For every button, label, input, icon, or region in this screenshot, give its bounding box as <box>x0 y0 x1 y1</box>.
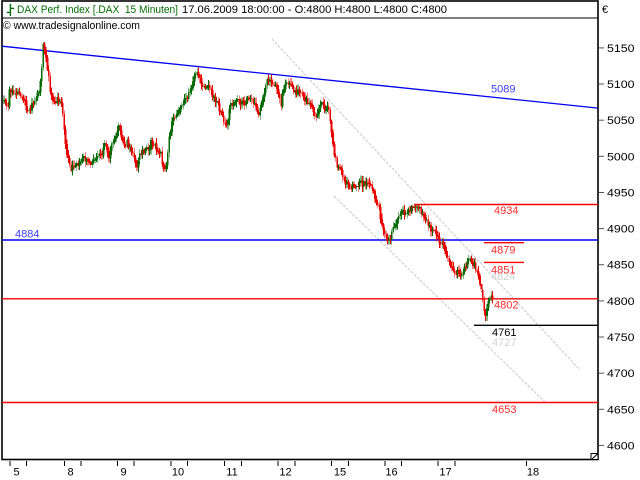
svg-text:18: 18 <box>527 467 539 479</box>
svg-text:8: 8 <box>67 467 73 479</box>
svg-text:5089: 5089 <box>491 84 515 96</box>
svg-text:4884: 4884 <box>15 229 39 241</box>
svg-text:DAX Perf. Index [.DAX 15 Minu: DAX Perf. Index [.DAX 15 Minuten] <box>17 4 178 16</box>
svg-text:4950: 4950 <box>607 188 635 200</box>
svg-text:4727: 4727 <box>492 337 516 349</box>
svg-text:© www.tradesignalonline.com: © www.tradesignalonline.com <box>3 20 140 32</box>
svg-text:4879: 4879 <box>491 245 515 257</box>
svg-text:17: 17 <box>439 467 451 479</box>
svg-text:4761: 4761 <box>492 327 516 339</box>
svg-text:4824: 4824 <box>491 271 515 283</box>
svg-text:4802: 4802 <box>494 300 518 312</box>
svg-text:4650: 4650 <box>607 404 635 416</box>
svg-text:4700: 4700 <box>607 368 635 380</box>
svg-text:4800: 4800 <box>607 296 635 308</box>
svg-text:4850: 4850 <box>607 260 635 272</box>
svg-text:12: 12 <box>279 467 291 479</box>
svg-text:4653: 4653 <box>492 404 516 416</box>
svg-text:5000: 5000 <box>607 151 635 163</box>
svg-text:5150: 5150 <box>607 43 635 55</box>
svg-text:5100: 5100 <box>607 79 635 91</box>
svg-text:11: 11 <box>226 467 237 479</box>
svg-text:10: 10 <box>172 467 184 479</box>
svg-text:€: € <box>602 4 608 16</box>
svg-text:4851: 4851 <box>491 265 515 277</box>
svg-text:5: 5 <box>13 467 19 479</box>
svg-text:4934: 4934 <box>494 205 518 217</box>
svg-text:9: 9 <box>120 467 126 479</box>
svg-text:16: 16 <box>385 467 397 479</box>
svg-text:17.06.2009 18:00:00 - O:4800 H: 17.06.2009 18:00:00 - O:4800 H:4800 L:48… <box>182 4 447 16</box>
svg-text:4900: 4900 <box>607 224 635 236</box>
svg-text:4600: 4600 <box>607 440 635 452</box>
svg-text:15: 15 <box>334 467 346 479</box>
svg-text:5050: 5050 <box>607 115 635 127</box>
svg-text:4750: 4750 <box>607 332 635 344</box>
